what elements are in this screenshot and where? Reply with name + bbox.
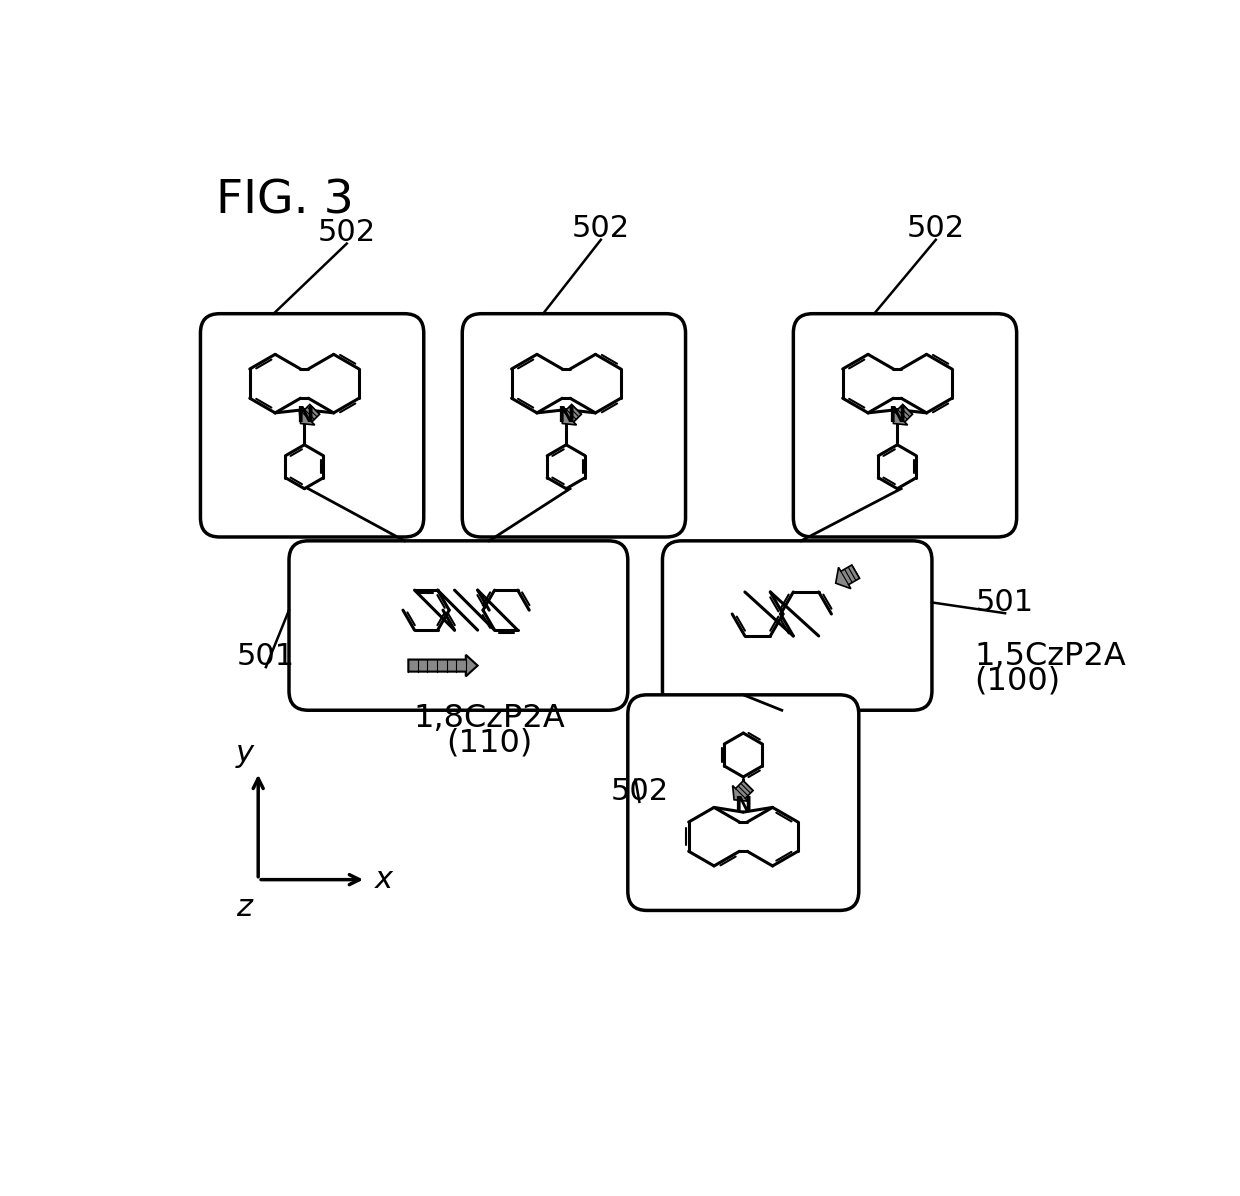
Text: 1,5CzP2A: 1,5CzP2A <box>975 641 1126 672</box>
Text: N: N <box>295 405 312 426</box>
Text: 501: 501 <box>237 642 295 671</box>
Text: N: N <box>889 405 906 426</box>
Text: 1,8CzP2A: 1,8CzP2A <box>413 702 565 733</box>
Text: z: z <box>237 893 253 922</box>
Text: 502: 502 <box>906 214 965 244</box>
Text: 502: 502 <box>572 214 630 244</box>
Polygon shape <box>299 404 320 425</box>
Text: FIG. 3: FIG. 3 <box>216 179 353 224</box>
Polygon shape <box>836 565 859 588</box>
Text: (110): (110) <box>446 727 532 758</box>
FancyBboxPatch shape <box>289 541 627 710</box>
FancyBboxPatch shape <box>627 695 859 910</box>
FancyBboxPatch shape <box>662 541 932 710</box>
Polygon shape <box>560 404 582 425</box>
Text: 502: 502 <box>610 776 668 806</box>
Text: 502: 502 <box>317 219 376 248</box>
Text: 501: 501 <box>976 588 1034 617</box>
FancyBboxPatch shape <box>794 313 1017 537</box>
Text: N: N <box>734 797 751 816</box>
FancyBboxPatch shape <box>201 313 424 537</box>
Text: N: N <box>558 405 575 426</box>
Polygon shape <box>892 404 913 425</box>
Polygon shape <box>408 654 477 677</box>
Polygon shape <box>733 781 753 801</box>
Text: x: x <box>376 865 393 895</box>
FancyBboxPatch shape <box>463 313 686 537</box>
Text: (100): (100) <box>975 665 1060 696</box>
Text: y: y <box>236 739 253 768</box>
